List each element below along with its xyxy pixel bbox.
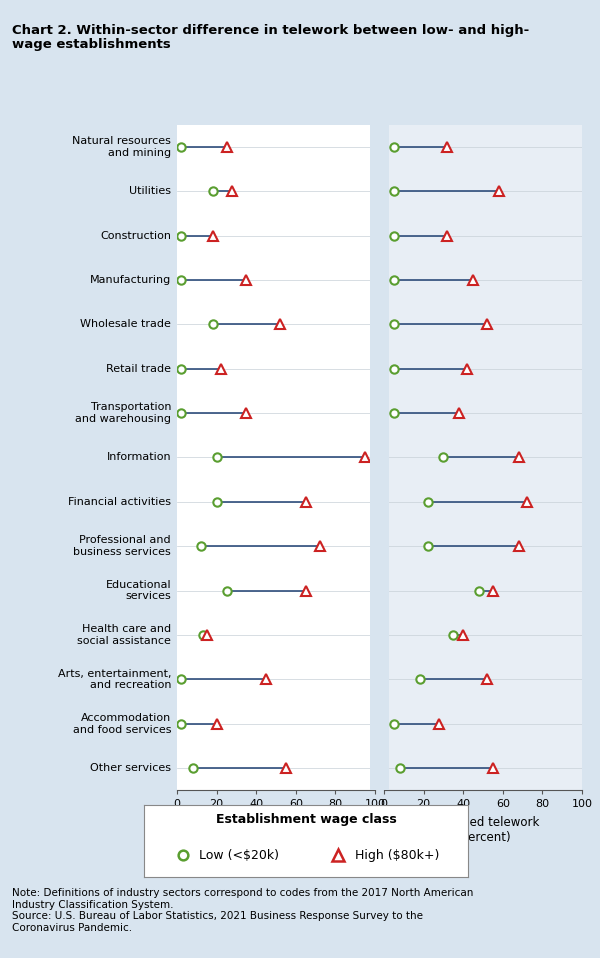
- Text: Manufacturing: Manufacturing: [90, 275, 171, 285]
- Text: Retail trade: Retail trade: [106, 364, 171, 374]
- Text: Educational
services: Educational services: [106, 580, 171, 602]
- Text: Professional and
business services: Professional and business services: [73, 536, 171, 557]
- Text: Accommodation
and food services: Accommodation and food services: [73, 713, 171, 735]
- Text: Natural resources
and mining: Natural resources and mining: [72, 136, 171, 157]
- Text: Information: Information: [106, 452, 171, 463]
- Text: wage establishments: wage establishments: [12, 38, 171, 52]
- Text: Low (<$20k): Low (<$20k): [199, 849, 279, 861]
- Text: Other services: Other services: [90, 764, 171, 773]
- X-axis label: At least some telework
(percent): At least some telework (percent): [208, 816, 344, 844]
- Text: Health care and
social assistance: Health care and social assistance: [77, 625, 171, 646]
- Text: Arts, entertainment,
and recreation: Arts, entertainment, and recreation: [58, 669, 171, 690]
- Text: Utilities: Utilities: [129, 186, 171, 196]
- Text: Establishment wage class: Establishment wage class: [215, 812, 397, 826]
- Text: Construction: Construction: [100, 231, 171, 240]
- Text: Wholesale trade: Wholesale trade: [80, 319, 171, 330]
- Text: Note: Definitions of industry sectors correspond to codes from the 2017 North Am: Note: Definitions of industry sectors co…: [12, 888, 473, 933]
- Text: Transportation
and warehousing: Transportation and warehousing: [75, 402, 171, 423]
- X-axis label: Increased telework
(percent): Increased telework (percent): [427, 816, 539, 844]
- Text: Financial activities: Financial activities: [68, 497, 171, 507]
- Text: High ($80k+): High ($80k+): [355, 849, 439, 861]
- Text: Chart 2. Within-sector difference in telework between low- and high-: Chart 2. Within-sector difference in tel…: [12, 24, 529, 37]
